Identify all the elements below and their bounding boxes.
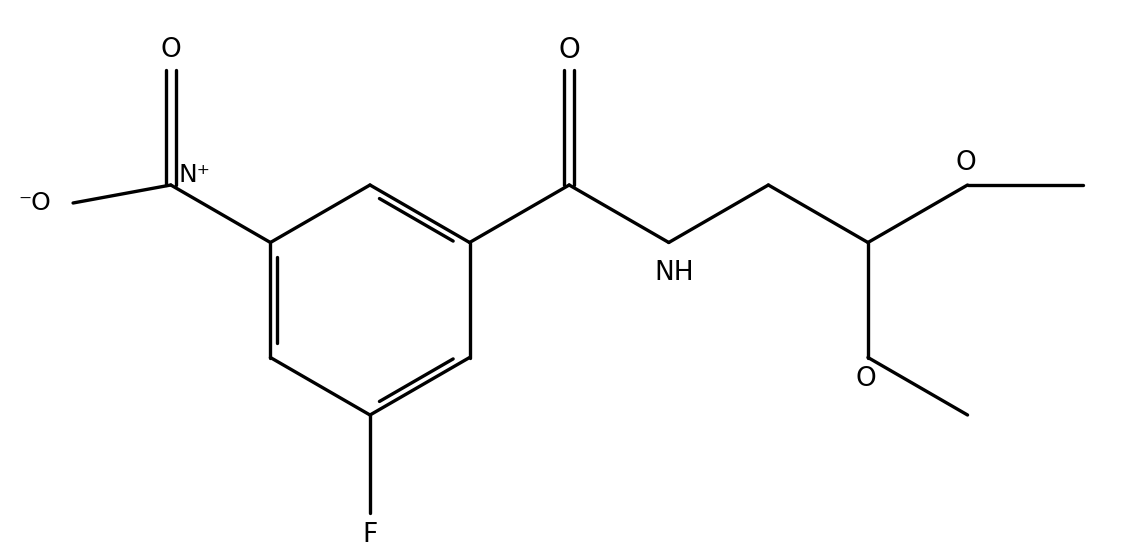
Text: O: O [558, 36, 580, 64]
Text: O: O [956, 150, 976, 176]
Text: NH: NH [654, 259, 693, 285]
Text: F: F [363, 522, 378, 548]
Text: O: O [855, 367, 877, 392]
Text: ⁻O: ⁻O [18, 191, 51, 215]
Text: O: O [160, 37, 181, 63]
Text: N⁺: N⁺ [179, 163, 211, 187]
